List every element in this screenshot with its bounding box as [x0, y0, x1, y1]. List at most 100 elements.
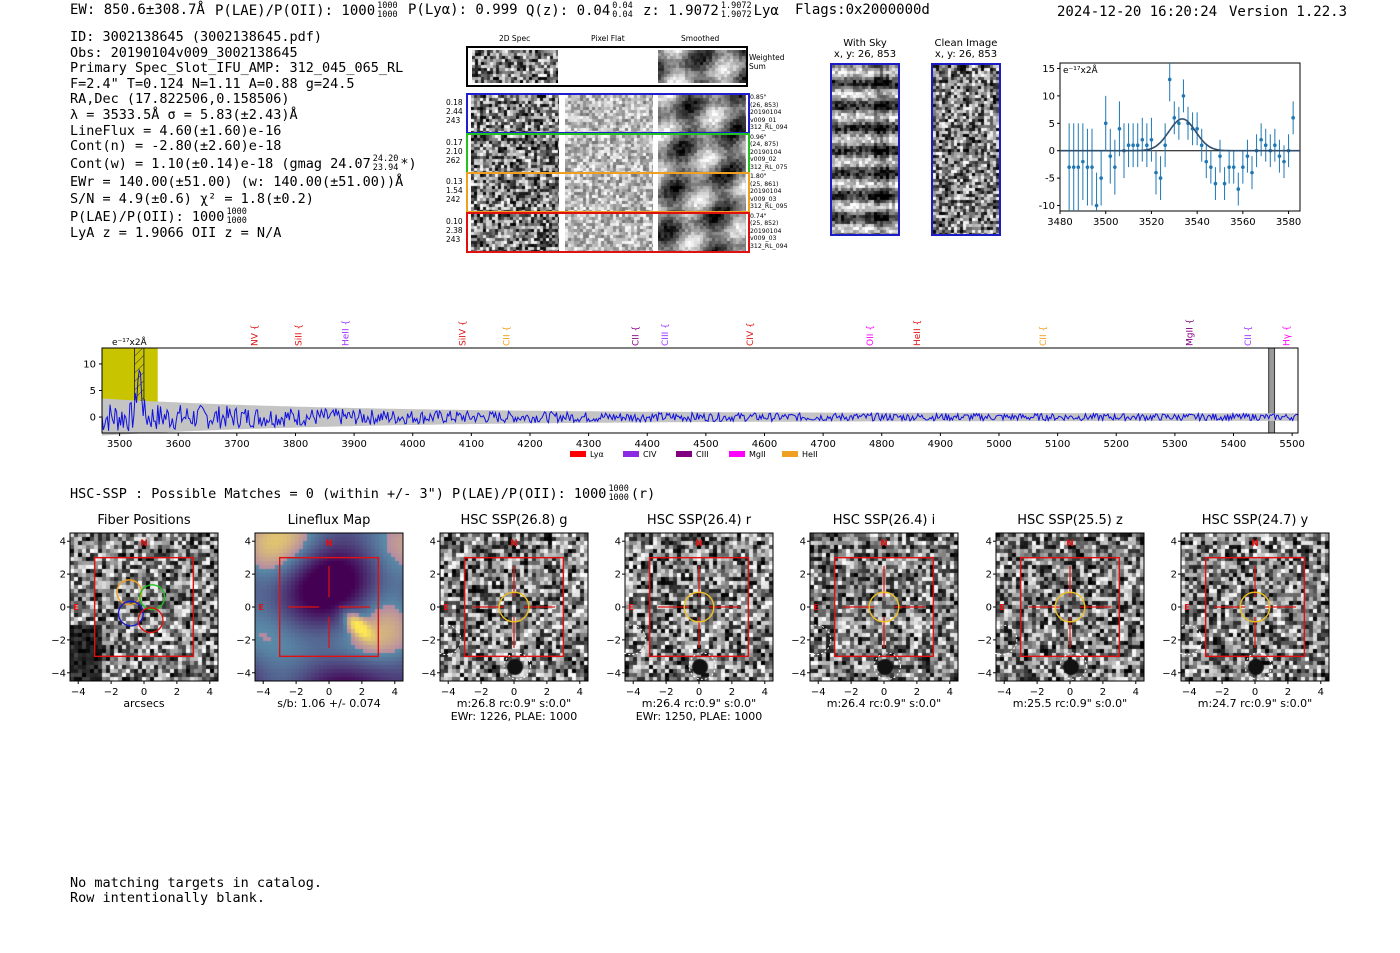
- hsc-xtick-label: −4: [441, 687, 456, 695]
- zoom-data-point: [1158, 176, 1163, 180]
- error-envelope: [102, 398, 1298, 436]
- cutout-row: [466, 211, 750, 253]
- cutout-info-xy: (26, 853): [750, 101, 779, 109]
- full-xtick-label: 5200: [1104, 439, 1129, 450]
- neighbor-circle: [1244, 652, 1272, 680]
- zoom-data-point: [1071, 165, 1076, 169]
- header-z-line: Lyα: [753, 3, 779, 19]
- zoom-ytick-label: 15: [1042, 64, 1055, 75]
- hsc-ytick-label: −4: [791, 668, 806, 679]
- hsc-panel-title: HSC SSP(26.4) r: [646, 513, 752, 528]
- north-label: N: [695, 539, 703, 549]
- north-label: N: [1251, 539, 1259, 549]
- zoom-data-point: [1140, 137, 1145, 142]
- hsc-image: [996, 533, 1144, 681]
- hsc-xtick-label: −2: [659, 687, 674, 695]
- hsc-ytick-label: −2: [1162, 635, 1177, 646]
- hsc-caption: m:25.5 rc:0.9" s:0.0": [1012, 697, 1128, 710]
- hsc-xtick-label: −4: [1182, 687, 1197, 695]
- full-xtick-label: 5100: [1045, 439, 1070, 450]
- line-label: SiII {: [294, 324, 304, 346]
- header-z: z: 1.9072 1.9072 1.9072 Lyα: [643, 2, 779, 20]
- full-xtick-label: 3600: [165, 439, 190, 450]
- hsc-ytick-label: 4: [800, 537, 806, 548]
- target-circle: [868, 591, 900, 623]
- aperture-box: [1019, 556, 1121, 658]
- zoom-data-point: [1250, 170, 1254, 175]
- hsc-ytick-label: −4: [421, 668, 436, 679]
- neighbor-circle: [1059, 652, 1087, 680]
- zoom-ytick-label: 10: [1042, 91, 1055, 102]
- hsc-image: [625, 533, 773, 681]
- hsc-ytick-label: 0: [615, 603, 621, 614]
- fiber-circle: [137, 607, 164, 634]
- hsc-ytick-label: −2: [977, 635, 992, 646]
- hsc-panel: N E −4 −4 −2 −2 0 0 2 2 4 4: [1162, 532, 1330, 695]
- cutout-info-v: v009_02: [750, 156, 777, 164]
- cutout-row: [466, 132, 750, 174]
- zoom-data-point: [1231, 165, 1236, 169]
- hsc-caption: m:26.8 rc:0.9" s:0.0": [456, 697, 572, 710]
- line-label: NV {: [250, 325, 260, 346]
- zoom-data-point: [1218, 154, 1222, 158]
- info-plae-lo: 1000: [226, 215, 247, 226]
- hsc-xtick-label: −2: [104, 687, 119, 695]
- zoom-data-point: [1259, 137, 1263, 142]
- cutout-info-s: 312_RL_095: [750, 203, 788, 211]
- line-label: CII {: [1039, 326, 1049, 346]
- cutout-smoothed: [658, 134, 746, 172]
- hsc-panel-title: Fiber Positions: [97, 513, 191, 528]
- line-label: CII {: [503, 326, 513, 346]
- cutout-stat-w: 0.10: [446, 216, 463, 226]
- hsc-xtick-label: 2: [544, 687, 550, 695]
- cutout-stat-x: 1.54: [446, 186, 463, 195]
- hsc-xtick-label: −4: [997, 687, 1012, 695]
- zoom-xtick-label: 3580: [1276, 217, 1301, 228]
- zoom-data-point: [1081, 159, 1085, 164]
- hsc-xtick-label: 0: [1067, 687, 1073, 695]
- legend-label: MgII: [749, 450, 766, 459]
- zoom-data-point: [1181, 94, 1186, 98]
- info-lya: LyA z = 1.9066 OII z = N/A: [70, 224, 282, 241]
- hsc-caption: s/b: 1.06 +/- 0.074: [277, 697, 381, 710]
- weighted-sum-box: [466, 46, 748, 87]
- hsc-ytick-label: −4: [606, 668, 621, 679]
- full-ytick-label: 5: [90, 386, 96, 397]
- hsc-xtick-label: 2: [1285, 687, 1291, 695]
- hsc-ytick-label: 2: [615, 570, 621, 581]
- hsc-ytick-label: −2: [421, 635, 436, 646]
- line-label: MgII {: [1186, 319, 1196, 346]
- hsc-image: [1181, 533, 1329, 681]
- cutout-row-stats: 0.13 1.54 242: [446, 177, 463, 204]
- hsc-xtick-label: −4: [811, 687, 826, 695]
- full-ytick-label: 0: [90, 413, 96, 424]
- target-circle: [683, 591, 715, 623]
- zoom-ylabel: e⁻¹⁷x2Å: [1063, 64, 1099, 76]
- hsc-xtick-label: −2: [1030, 687, 1045, 695]
- zoom-data-point: [1145, 143, 1149, 148]
- hsc-header-lo: 1000: [608, 493, 629, 503]
- neighbor-circle: [688, 652, 716, 680]
- full-xtick-label: 4100: [459, 439, 484, 450]
- east-label: E: [258, 603, 263, 612]
- header-z-label: z: 1.9072: [643, 3, 719, 19]
- footer-line2: Row intentionally blank.: [70, 890, 266, 906]
- aperture-box: [833, 556, 935, 658]
- cutout-row-info: 1.80" (25, 861) 20190104 v009_03 312_RL_095: [750, 173, 788, 211]
- cutout-info-s: 312_RL_094: [750, 124, 788, 132]
- zoom-data-point: [1177, 121, 1181, 126]
- full-ylabel: e⁻¹⁷x2Å: [112, 336, 148, 348]
- with-sky-title: With Sky: [843, 38, 887, 49]
- neighbor-circle: [873, 652, 901, 680]
- full-xtick-label: 5300: [1162, 439, 1187, 450]
- header-z-lo: 1.9072: [720, 10, 752, 20]
- cutout-info-v: v009_03: [750, 235, 777, 243]
- hsc-caption-2: EWr: 1250, PLAE: 1000: [635, 710, 763, 723]
- neighbor-circle: [800, 624, 832, 656]
- hsc-ytick-label: 4: [986, 537, 992, 548]
- info-fit: F=2.4" T=0.124 N=1.11 A=0.88 g=24.5: [70, 75, 355, 92]
- hsc-xtick-label: −4: [626, 687, 641, 695]
- hsc-header-tail: (r): [630, 486, 656, 502]
- zoom-data-point: [1135, 143, 1140, 148]
- hsc-xtick-label: 4: [1133, 687, 1139, 695]
